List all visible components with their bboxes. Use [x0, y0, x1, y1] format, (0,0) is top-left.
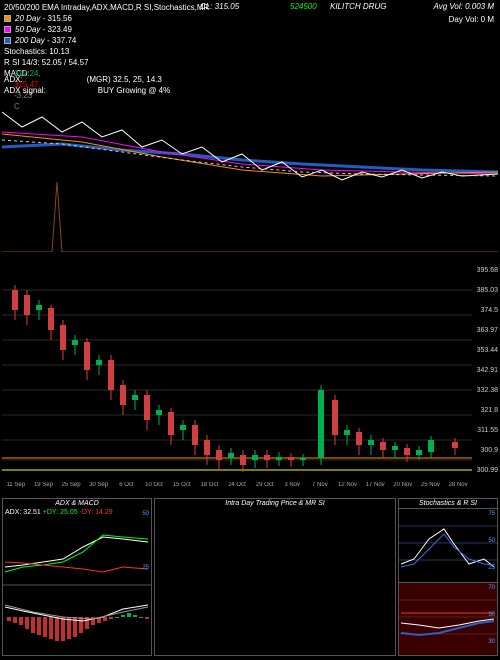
stoch-top: 755025: [399, 508, 497, 582]
adx-reading: ADX: 32.51 +DY: 25.05 -DY: 14.29: [3, 508, 151, 517]
date-axis: 11 Sep19 Sep25 Sep30 Sep6 Oct10 Oct15 Oc…: [2, 482, 472, 494]
stochastics-panel[interactable]: Stochastics & R SI 755025 705030: [398, 498, 498, 656]
adx-label: ADX:: [4, 74, 23, 85]
rsi-reading: R SI 14/3: 52.05 / 54.57: [4, 57, 89, 68]
header-info: 20/50/200 EMA Intraday,ADX,MACD,R SI,Sto…: [4, 2, 209, 96]
day-volume: Day Vol: 0 M: [449, 14, 494, 25]
adx-value: (MGR) 32.5, 25, 14.3: [87, 74, 162, 85]
adx-title: ADX & MACD: [3, 499, 151, 508]
stochastics-reading: Stochastics: 10.13: [4, 46, 69, 57]
adx-scale: 5025: [142, 511, 149, 571]
header-line1: 20/50/200 EMA Intraday,ADX,MACD,R SI,Sto…: [4, 2, 209, 13]
ema200-swatch: [4, 37, 11, 44]
avg-volume: Avg Vol: 0.003 M: [434, 2, 494, 11]
ticker-name: KILITCH DRUG: [330, 2, 386, 11]
intra-title: Intra Day Trading Price & MR SI: [155, 499, 395, 508]
bottom-panels: ADX & MACD ADX: 32.51 +DY: 25.05 -DY: 14…: [2, 498, 498, 656]
stoch-bottom: 705030: [399, 582, 497, 656]
moving-average-panel[interactable]: [2, 92, 498, 252]
close-price: CL: 315.05: [200, 2, 239, 11]
adx-macd-panel[interactable]: ADX & MACD ADX: 32.51 +DY: 25.05 -DY: 14…: [2, 498, 152, 656]
stoch-title: Stochastics & R SI: [399, 499, 497, 508]
ema20-swatch: [4, 15, 11, 22]
candlestick-panel[interactable]: [2, 260, 472, 480]
ticker-id: 524500: [290, 2, 317, 11]
intraday-panel[interactable]: Intra Day Trading Price & MR SI: [154, 498, 396, 656]
ema50-swatch: [4, 26, 11, 33]
price-scale: 395.68385.03374.5363.97353.44342.91332.3…: [470, 260, 498, 480]
